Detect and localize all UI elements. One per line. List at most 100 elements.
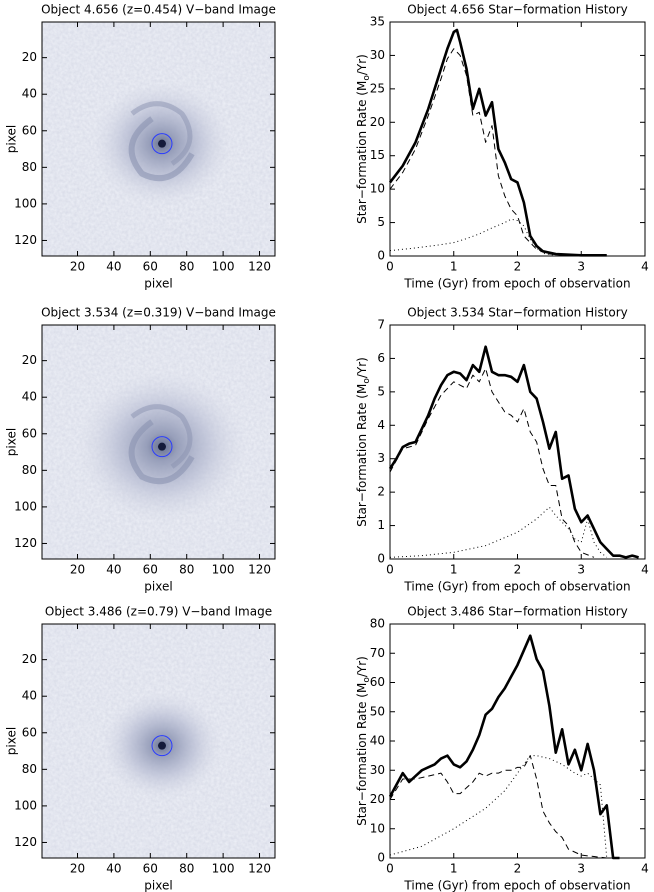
y-tick-label: 80 [370, 617, 385, 631]
y-tick-label: 1 [377, 518, 385, 532]
panel-title: Object 3.486 Star−formation History [407, 605, 628, 619]
x-tick-label: 3 [577, 563, 585, 577]
aperture [151, 735, 173, 757]
x-tick-label: 120 [248, 862, 271, 876]
x-tick-label: 20 [70, 563, 85, 577]
axes-box [389, 324, 646, 560]
y-axis-label: Star−formation Rate (Mo/Yr) [355, 357, 372, 527]
y-axis-label: pixel [5, 727, 19, 755]
axes-box [41, 623, 276, 859]
x-tick-label: 4 [641, 862, 649, 876]
galaxy-arm [128, 419, 195, 485]
y-tick-label: 25 [370, 81, 385, 95]
x-tick-label: 60 [143, 862, 158, 876]
galaxy-core [157, 139, 166, 148]
y-axis-label-part: Star−formation Rate (M [355, 384, 369, 527]
y-tick-label: 10 [370, 182, 385, 196]
y-axis-label: Star−formation Rate (Mo/Yr) [355, 656, 372, 826]
y-tick-label: 120 [14, 536, 37, 550]
x-tick-label: 3 [577, 260, 585, 274]
y-axis-label-part: o [362, 378, 372, 384]
series-line [389, 48, 569, 256]
y-tick-label: 5 [377, 384, 385, 398]
x-axis-label: pixel [144, 277, 172, 291]
y-tick-label: 80 [22, 160, 37, 174]
x-axis-label: pixel [144, 580, 172, 594]
axes-box [389, 623, 646, 859]
y-tick-label: 15 [370, 148, 385, 162]
y-axis-label: pixel [5, 428, 19, 456]
x-tick-label: 60 [143, 260, 158, 274]
x-tick-label: 4 [641, 260, 649, 274]
x-tick-label: 20 [70, 260, 85, 274]
x-tick-label: 120 [248, 260, 271, 274]
y-tick-label: 100 [14, 499, 37, 513]
y-tick-label: 80 [22, 463, 37, 477]
y-tick-label: 120 [14, 835, 37, 849]
axes-box [41, 324, 276, 560]
y-tick-label: 40 [22, 87, 37, 101]
y-tick-label: 20 [370, 115, 385, 129]
y-axis-label-part: o [362, 75, 372, 81]
x-tick-label: 100 [212, 862, 235, 876]
x-tick-label: 60 [143, 563, 158, 577]
series-line [388, 634, 620, 860]
y-tick-label: 30 [370, 48, 385, 62]
x-tick-label: 4 [641, 563, 649, 577]
galaxy-core [157, 741, 166, 750]
y-tick-label: 10 [370, 821, 385, 835]
axes-box [41, 21, 276, 257]
y-tick-label: 3 [377, 451, 385, 465]
galaxy-arm [130, 101, 193, 166]
x-tick-label: 40 [106, 563, 121, 577]
y-axis-label: Star−formation Rate (Mo/Yr) [355, 54, 372, 224]
axes-box [389, 21, 646, 257]
y-tick-label: 60 [370, 675, 385, 689]
panel-title: Object 3.534 (z=0.319) V−band Image [41, 306, 276, 320]
x-tick-label: 2 [514, 563, 522, 577]
series-line [389, 755, 608, 859]
x-tick-label: 3 [577, 862, 585, 876]
aperture [151, 133, 173, 155]
y-tick-label: 20 [22, 353, 37, 367]
y-tick-label: 40 [370, 734, 385, 748]
image [42, 325, 275, 559]
y-tick-label: 20 [22, 50, 37, 64]
x-axis-label: Time (Gyr) from epoch of observation [403, 879, 630, 892]
x-axis-label: Time (Gyr) from epoch of observation [403, 580, 630, 594]
series-line [388, 345, 639, 559]
y-tick-label: 6 [377, 351, 385, 365]
y-tick-label: 120 [14, 233, 37, 247]
y-tick-label: 5 [377, 215, 385, 229]
x-tick-label: 120 [248, 563, 271, 577]
y-tick-label: 2 [377, 485, 385, 499]
series-line [389, 506, 608, 558]
series-line [389, 367, 595, 558]
series-line [389, 755, 607, 859]
x-tick-label: 80 [179, 260, 194, 274]
x-tick-label: 0 [386, 260, 394, 274]
y-tick-label: 80 [22, 762, 37, 776]
panel-title: Object 3.486 (z=0.79) V−band Image [45, 605, 272, 619]
x-tick-label: 0 [386, 862, 394, 876]
y-axis-label-part: o [362, 677, 372, 683]
y-tick-label: 20 [22, 652, 37, 666]
x-tick-label: 100 [212, 563, 235, 577]
x-tick-label: 1 [450, 260, 458, 274]
x-tick-label: 40 [106, 862, 121, 876]
panel-title: Object 3.534 Star−formation History [407, 306, 628, 320]
x-tick-label: 40 [106, 260, 121, 274]
y-tick-label: 70 [370, 646, 385, 660]
y-tick-label: 50 [370, 704, 385, 718]
x-tick-label: 1 [450, 862, 458, 876]
panel-title: Object 4.656 Star−formation History [407, 3, 628, 17]
image [42, 624, 275, 858]
x-tick-label: 0 [386, 563, 394, 577]
galaxy-arm [128, 116, 195, 182]
y-tick-label: 0 [377, 851, 385, 865]
y-axis-label-part: /Yr) [355, 656, 369, 677]
image [42, 22, 275, 256]
y-axis-label-part: Star−formation Rate (M [355, 683, 369, 826]
y-tick-label: 40 [22, 689, 37, 703]
